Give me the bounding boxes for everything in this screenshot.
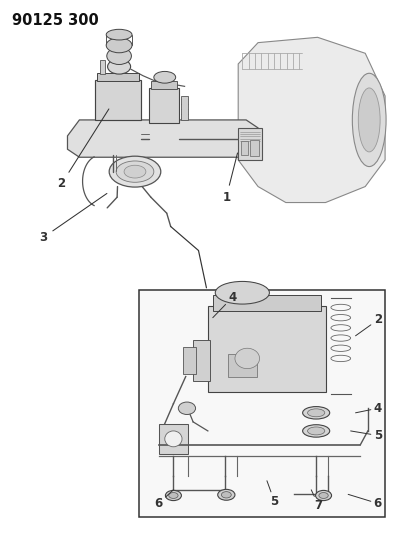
Bar [100,60,105,74]
Ellipse shape [107,47,131,64]
Text: 5: 5 [267,481,278,507]
Bar [250,140,259,156]
Bar [227,354,257,376]
Ellipse shape [235,348,260,369]
Ellipse shape [218,489,235,500]
Ellipse shape [358,88,380,152]
Bar [183,347,196,374]
Ellipse shape [215,281,270,304]
Bar [213,295,321,311]
Text: 1: 1 [222,153,237,204]
Ellipse shape [319,492,328,498]
Bar [97,73,139,81]
Text: 3: 3 [40,193,107,244]
Bar [151,81,177,89]
PathPatch shape [67,120,258,157]
Bar [95,80,141,120]
Text: 2: 2 [356,313,382,336]
Text: 2: 2 [58,109,109,190]
Ellipse shape [303,425,330,437]
Bar [159,424,188,454]
Ellipse shape [124,165,146,178]
Bar [181,96,188,120]
Ellipse shape [166,490,181,500]
Ellipse shape [116,161,154,182]
Ellipse shape [222,491,231,498]
Ellipse shape [316,490,331,500]
Bar [238,128,262,160]
Ellipse shape [154,71,175,83]
Ellipse shape [108,59,131,74]
Bar [241,141,248,155]
Bar [139,290,385,517]
Bar [208,306,326,392]
Ellipse shape [106,38,132,53]
Text: 90125 300: 90125 300 [12,13,99,28]
Bar [193,340,210,381]
Bar [149,88,179,123]
Ellipse shape [178,402,196,415]
Text: 4: 4 [213,291,237,318]
Text: 6: 6 [348,495,382,510]
Text: 5: 5 [351,429,382,442]
Ellipse shape [106,29,132,40]
Ellipse shape [353,74,386,166]
Text: 6: 6 [154,490,173,510]
Ellipse shape [303,407,330,419]
PathPatch shape [238,37,385,203]
Ellipse shape [169,492,178,498]
Ellipse shape [308,427,325,435]
Ellipse shape [308,409,325,417]
Ellipse shape [109,156,161,187]
Ellipse shape [165,431,182,447]
Text: 7: 7 [311,490,323,512]
Text: 4: 4 [356,402,382,415]
